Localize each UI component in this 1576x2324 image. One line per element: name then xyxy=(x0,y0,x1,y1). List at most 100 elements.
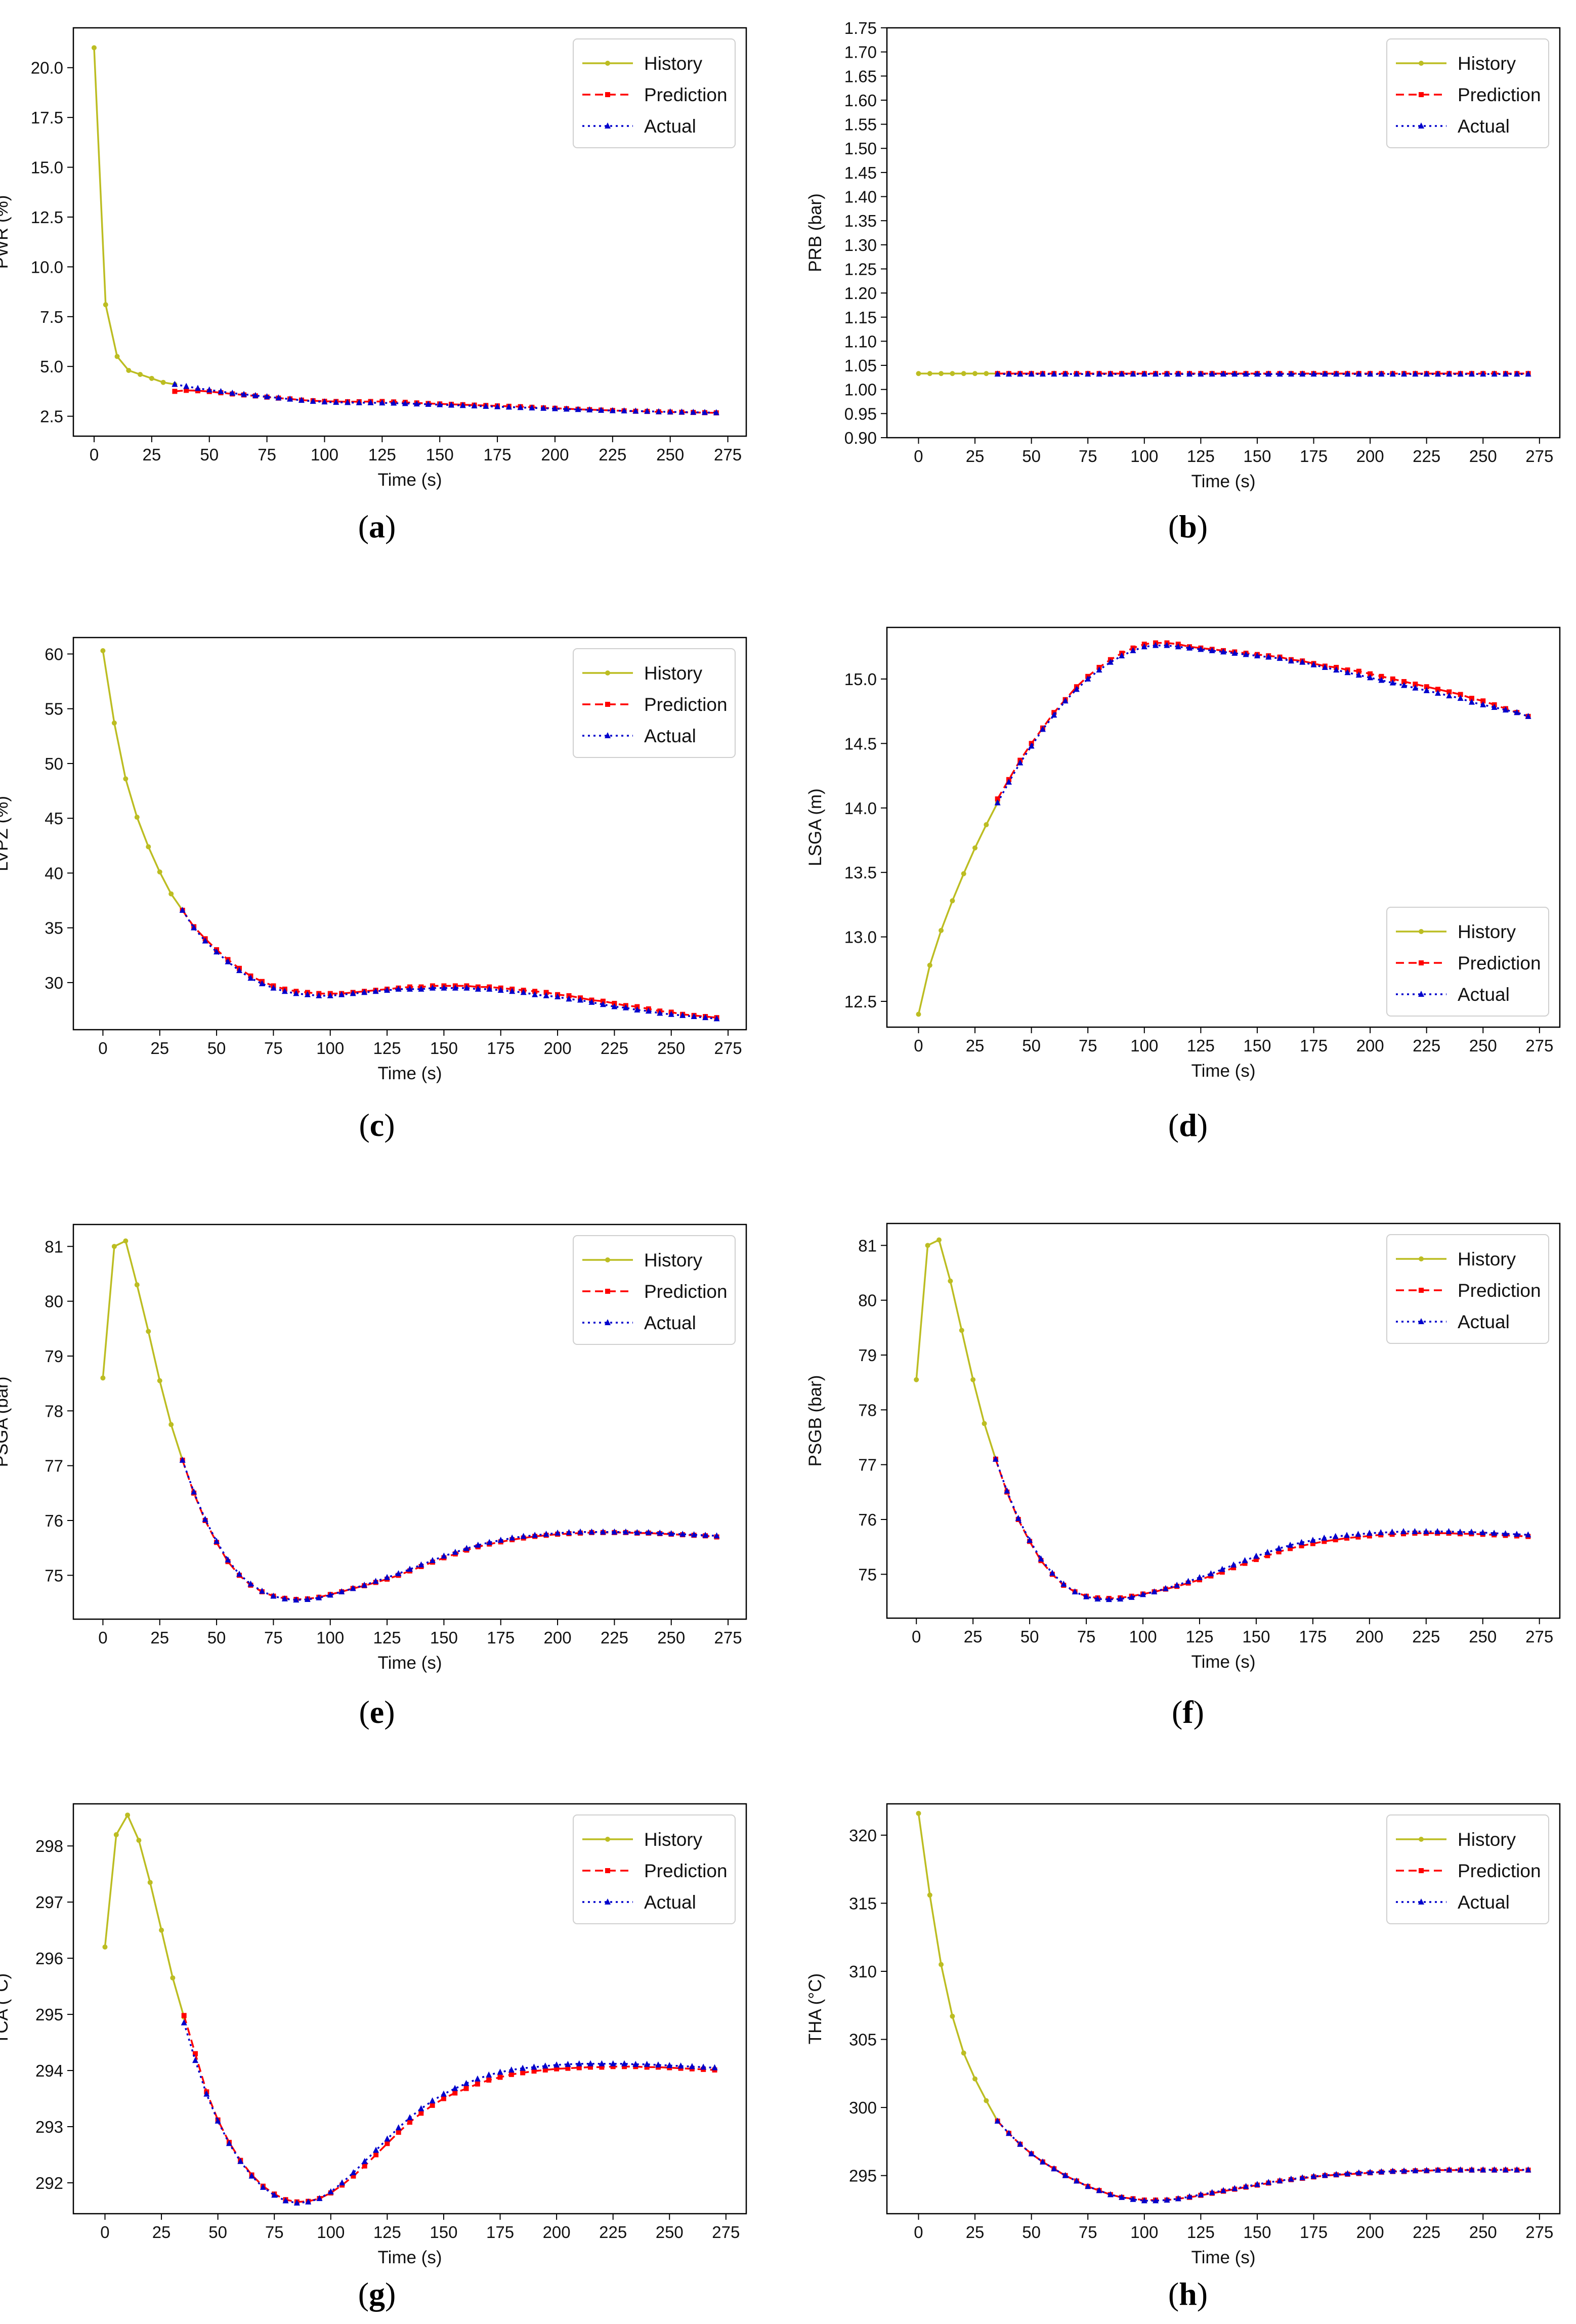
series-actual-marker xyxy=(679,1531,686,1537)
x-tick-label: 275 xyxy=(714,1039,742,1058)
x-tick-label: 100 xyxy=(1130,447,1158,466)
series-actual-marker xyxy=(1445,1528,1452,1534)
x-tick-label: 175 xyxy=(486,2223,514,2242)
series-actual-marker xyxy=(327,2188,334,2194)
series-actual-marker xyxy=(1027,1537,1033,1543)
y-tick-label: 81 xyxy=(858,1236,877,1255)
series-history-marker xyxy=(936,1237,942,1243)
series-actual-marker xyxy=(181,2019,187,2025)
y-axis-label: TCA (°C) xyxy=(0,1973,12,2044)
series-actual-marker xyxy=(994,370,1001,377)
series-prediction-marker xyxy=(1265,1553,1270,1558)
series-actual-marker xyxy=(1038,1555,1044,1561)
legend-label-actual: Actual xyxy=(644,726,696,746)
series-actual-marker xyxy=(520,989,527,995)
y-tick-label: 1.70 xyxy=(844,43,877,62)
y-tick-label: 75 xyxy=(858,1565,877,1584)
series-actual-line xyxy=(997,2120,1528,2202)
x-tick-label: 0 xyxy=(98,1628,107,1647)
y-tick-label: 1.25 xyxy=(844,260,877,278)
series-actual-line xyxy=(183,2022,715,2204)
x-tick-label: 50 xyxy=(1022,1036,1041,1055)
y-axis-label: THA (°C) xyxy=(805,1973,825,2044)
legend-label-actual: Actual xyxy=(644,1313,696,1333)
legend-prediction-marker xyxy=(1419,92,1424,97)
y-tick-label: 55 xyxy=(45,700,63,719)
series-actual-marker xyxy=(1468,370,1475,377)
y-tick-label: 14.5 xyxy=(844,734,877,753)
series-actual-marker xyxy=(1130,370,1136,377)
y-tick-label: 1.15 xyxy=(844,308,877,327)
series-actual-marker xyxy=(321,398,328,405)
series-actual-marker xyxy=(192,2057,199,2063)
series-actual-marker xyxy=(690,408,697,415)
series-actual-marker xyxy=(1434,2166,1441,2173)
legend-prediction-marker xyxy=(1419,1868,1424,1873)
series-actual-marker xyxy=(1310,370,1317,377)
series-prediction-marker xyxy=(565,2065,571,2071)
series-actual-marker xyxy=(305,2198,312,2205)
series-actual-marker xyxy=(1209,370,1215,377)
x-tick-label: 200 xyxy=(1356,447,1384,466)
series-actual-marker xyxy=(566,995,572,1002)
y-tick-label: 15.0 xyxy=(844,670,877,689)
series-actual-marker xyxy=(203,2090,210,2097)
series-actual-marker xyxy=(1083,1593,1090,1599)
series-history-marker xyxy=(146,1329,151,1334)
chart-c: 0 25 50 75 100 125 150 175 200 225 250 275 30 35 40 45 5… xyxy=(0,637,747,1143)
x-tick-label: 75 xyxy=(258,445,276,464)
series-actual-marker xyxy=(700,2063,707,2070)
series-prediction-marker xyxy=(1446,689,1452,695)
series-actual-marker xyxy=(711,2064,718,2071)
legend-actual-marker xyxy=(605,732,611,738)
series-actual-marker xyxy=(418,985,424,992)
series-actual-marker xyxy=(1480,2166,1486,2173)
x-tick-label: 25 xyxy=(966,1036,985,1055)
series-actual-marker xyxy=(236,967,243,974)
y-tick-label: 320 xyxy=(849,1826,877,1845)
series-actual-marker xyxy=(214,948,220,955)
chart-b: 0 25 50 75 100 125 150 175 200 225 250 275 0.90 0.95 1… xyxy=(805,19,1561,544)
y-tick-label: 76 xyxy=(45,1511,63,1530)
x-tick-label: 0 xyxy=(912,1627,921,1646)
series-actual-marker xyxy=(1401,2167,1408,2174)
series-prediction-marker xyxy=(430,2102,435,2108)
legend-actual-marker xyxy=(1418,1898,1424,1905)
y-tick-label: 0.90 xyxy=(844,429,877,447)
series-actual xyxy=(994,642,1531,806)
series-history-marker xyxy=(982,1421,987,1426)
series-actual-marker xyxy=(1491,704,1498,710)
series-actual-marker xyxy=(350,2169,357,2175)
series-actual-marker xyxy=(1333,370,1340,377)
y-tick-label: 20.0 xyxy=(31,59,63,77)
series-actual-marker xyxy=(587,2060,594,2066)
series-actual-marker xyxy=(191,924,197,931)
x-tick-label: 75 xyxy=(265,2223,284,2242)
series-prediction-marker xyxy=(1344,1535,1350,1541)
series-actual-marker xyxy=(1446,692,1453,699)
y-tick-label: 1.10 xyxy=(844,332,877,351)
series-actual-marker xyxy=(356,399,362,405)
series-actual-marker xyxy=(520,1533,527,1539)
series-actual-marker xyxy=(1389,1528,1395,1535)
series-history-marker xyxy=(168,1422,174,1427)
series-history-marker xyxy=(123,776,129,782)
y-tick-label: 1.45 xyxy=(844,163,877,182)
legend-history-marker xyxy=(605,61,610,66)
series-actual-marker xyxy=(448,401,454,408)
series-actual-marker xyxy=(1265,2179,1272,2185)
series-prediction-marker xyxy=(441,2096,446,2101)
x-tick-label: 25 xyxy=(150,1039,169,1058)
series-actual-marker xyxy=(678,408,685,415)
x-tick-label: 125 xyxy=(1185,1627,1213,1646)
x-tick-label: 250 xyxy=(656,445,684,464)
series-actual-marker xyxy=(1096,370,1102,377)
x-tick-label: 250 xyxy=(656,2223,684,2242)
x-tick-label: 75 xyxy=(264,1039,283,1058)
series-actual-marker xyxy=(1073,686,1080,692)
series-actual-marker xyxy=(463,2080,470,2086)
x-axis-label: Time (s) xyxy=(1191,1061,1255,1081)
y-tick-label: 79 xyxy=(45,1347,63,1366)
x-tick-label: 225 xyxy=(1413,1036,1440,1055)
series-prediction-marker xyxy=(995,796,1000,801)
